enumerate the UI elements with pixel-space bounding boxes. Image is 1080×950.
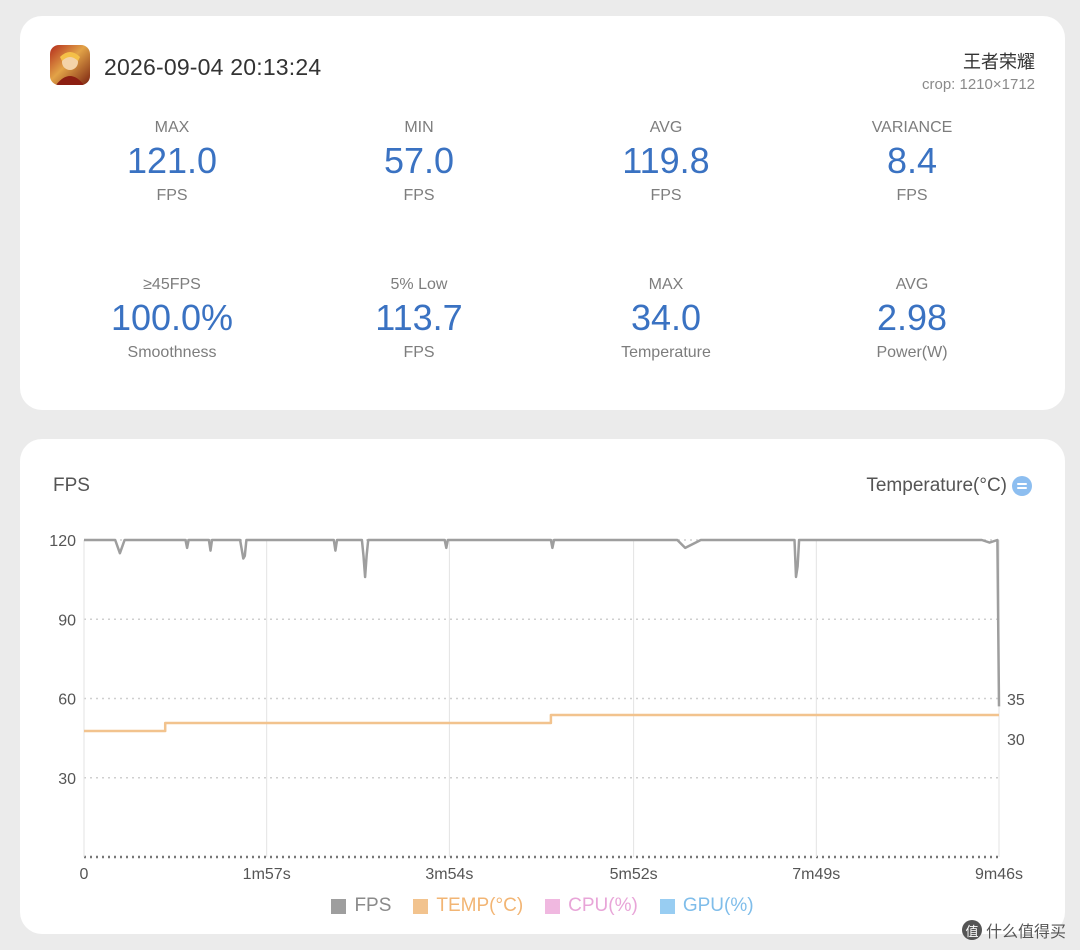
y-tick-label: 120 (49, 533, 76, 550)
stat-min-fps: MIN 57.0 FPS (299, 118, 539, 206)
stat-value: 8.4 (886, 140, 938, 181)
y-tick-label: 30 (58, 771, 76, 788)
stat-value: 34.0 (630, 297, 702, 338)
y-tick-label: 90 (58, 612, 76, 629)
stat-max-fps: MAX 121.0 FPS (52, 118, 292, 206)
stat-unit: FPS (403, 344, 435, 361)
stat-label: VARIANCE (871, 119, 953, 136)
chart-legend: FPS TEMP(°C) CPU(%) GPU(%) (20, 895, 1065, 917)
y-tick-label: 60 (58, 692, 76, 709)
legend-swatch (659, 898, 675, 914)
game-app-icon (50, 45, 90, 85)
crop-info: crop: 1210×1712 (921, 76, 1035, 93)
stat-avg-power: AVG 2.98 Power(W) (792, 275, 1032, 363)
legend-label: CPU(%) (568, 895, 638, 916)
legend-swatch (331, 898, 347, 914)
stat-unit: Smoothness (127, 344, 217, 361)
stat-unit: FPS (650, 187, 682, 204)
legend-label: GPU(%) (682, 895, 754, 916)
stat-unit: Temperature (621, 344, 711, 361)
stat-unit: FPS (896, 187, 928, 204)
legend-swatch (413, 898, 429, 914)
legend-item-fps[interactable]: FPS (331, 895, 391, 917)
summary-card: 2026-09-04 20:13:24 王者荣耀 crop: 1210×1712… (20, 16, 1065, 410)
stat-label: ≥45FPS (143, 276, 201, 293)
stat-value: 57.0 (383, 140, 455, 181)
stat-value: 2.98 (876, 297, 948, 338)
stat-value: 121.0 (126, 140, 218, 181)
stat-unit: FPS (156, 187, 188, 204)
stat-value: 113.7 (375, 297, 463, 338)
legend-item-gpu[interactable]: GPU(%) (659, 895, 754, 917)
stat-value: 100.0% (110, 297, 234, 338)
chart-card: FPS Temperature(°C) 120 90 60 30 0 1m57s 3m54s… (20, 439, 1065, 934)
legend-label: FPS (354, 895, 392, 916)
stat-label: MAX (648, 276, 684, 293)
stat-value: 119.8 (622, 140, 710, 181)
game-name: 王者荣耀 (963, 52, 1035, 73)
stat-unit: FPS (403, 187, 435, 204)
x-tick-label: 9m46s (975, 866, 1023, 883)
stat-label: AVG (895, 276, 929, 293)
legend-item-cpu[interactable]: CPU(%) (545, 895, 638, 917)
stat-variance: VARIANCE 8.4 FPS (792, 118, 1032, 206)
stat-5pct-low: 5% Low 113.7 FPS (299, 275, 539, 363)
y-right-tick-label: 30 (1007, 732, 1025, 749)
stat-max-temperature: MAX 34.0 Temperature (546, 275, 786, 363)
stat-label: MIN (404, 119, 434, 136)
axis-toggle-icon[interactable] (1012, 476, 1032, 496)
temperature-series-line (84, 713, 999, 733)
x-tick-label: 3m54s (425, 866, 473, 883)
x-tick-label: 5m52s (610, 866, 658, 883)
watermark-text: 什么值得买 (985, 922, 1066, 941)
site-watermark: 值 什么值得买 (961, 918, 1066, 942)
stat-label: 5% Low (390, 276, 448, 293)
legend-item-temp[interactable]: TEMP(°C) (413, 895, 523, 917)
stat-label: MAX (154, 119, 190, 136)
x-tick-label: 0 (80, 866, 89, 883)
session-timestamp: 2026-09-04 20:13:24 (104, 54, 322, 80)
chart-right-axis-title: Temperature(°C) (866, 475, 1007, 496)
x-tick-label: 7m49s (792, 866, 840, 883)
y-right-tick-label: 35 (1007, 692, 1025, 709)
stat-smoothness: ≥45FPS 100.0% Smoothness (52, 275, 292, 363)
stat-label: AVG (649, 119, 683, 136)
stat-avg-fps: AVG 119.8 FPS (546, 118, 786, 206)
stat-unit: Power(W) (876, 344, 948, 361)
legend-label: TEMP(°C) (436, 895, 524, 916)
watermark-logo-icon: 值 (961, 920, 982, 940)
legend-swatch (545, 898, 561, 914)
x-tick-label: 1m57s (243, 866, 291, 883)
fps-series-line (84, 538, 1001, 707)
fps-temperature-chart: 120 90 60 30 0 1m57s 3m54s 5m52s 7m49s 9m46s 35 30 (49, 533, 1025, 883)
chart-left-axis-title: FPS (53, 475, 90, 496)
